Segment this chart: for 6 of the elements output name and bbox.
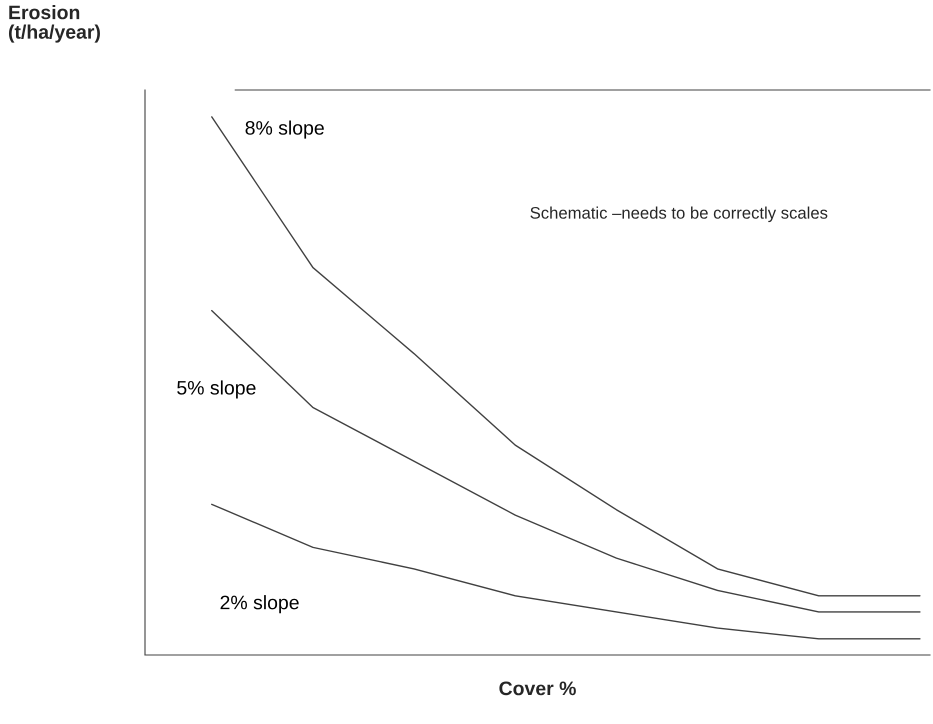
y-axis-title: Erosion (t/ha/year): [8, 5, 100, 43]
series-label: 8% slope: [246, 120, 324, 139]
annotation: Schematic –needs to be correctly scales: [530, 206, 828, 222]
text: 2% slope: [220, 595, 299, 614]
series-label: 5% slope: [177, 380, 256, 399]
x-axis-title: Cover %: [499, 681, 576, 696]
